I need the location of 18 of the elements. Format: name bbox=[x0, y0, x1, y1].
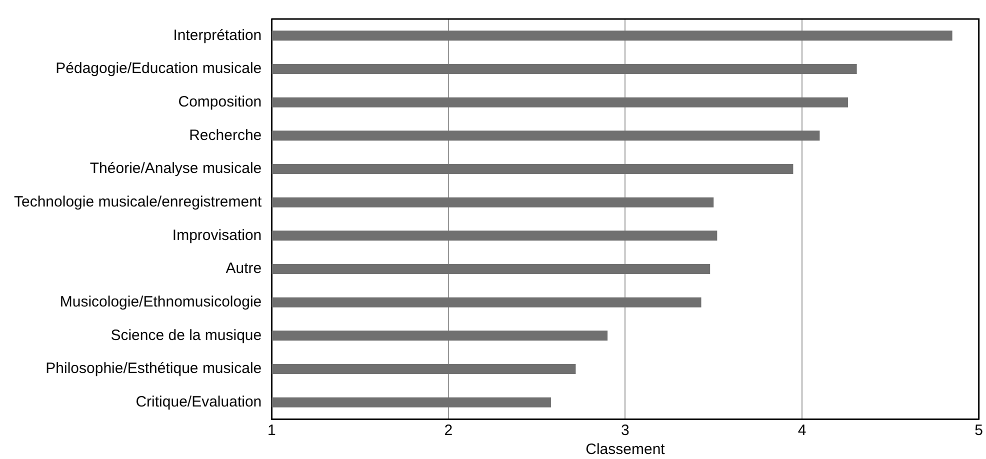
y-tick-label: Interprétation bbox=[173, 26, 262, 44]
y-tick-label: Composition bbox=[178, 93, 262, 110]
y-tick-label: Pédagogie/Education musicale bbox=[56, 60, 262, 78]
x-tick-label: 5 bbox=[974, 422, 983, 440]
y-tick-label: Recherche bbox=[189, 126, 262, 144]
y-tick-label: Autre bbox=[226, 260, 262, 278]
x-tick-label: 1 bbox=[267, 422, 276, 440]
y-tick-label: Critique/Evaluation bbox=[136, 393, 262, 410]
y-tick-label: Musicologie/Ethnomusicologie bbox=[60, 293, 262, 310]
x-tick-label: 2 bbox=[444, 422, 453, 440]
x-tick-label: 3 bbox=[621, 422, 630, 440]
y-tick-label: Théorie/Analyse musicale bbox=[90, 160, 262, 178]
y-tick-label: Science de la musique bbox=[110, 326, 262, 344]
y-tick-label: Technologie musicale/enregistrement bbox=[14, 193, 262, 210]
x-axis-title: Classement bbox=[586, 441, 666, 458]
y-tick-label: Improvisation bbox=[172, 226, 262, 244]
y-tick-label: Philosophie/Esthétique musicale bbox=[46, 360, 262, 378]
x-tick-label: 4 bbox=[798, 422, 806, 440]
